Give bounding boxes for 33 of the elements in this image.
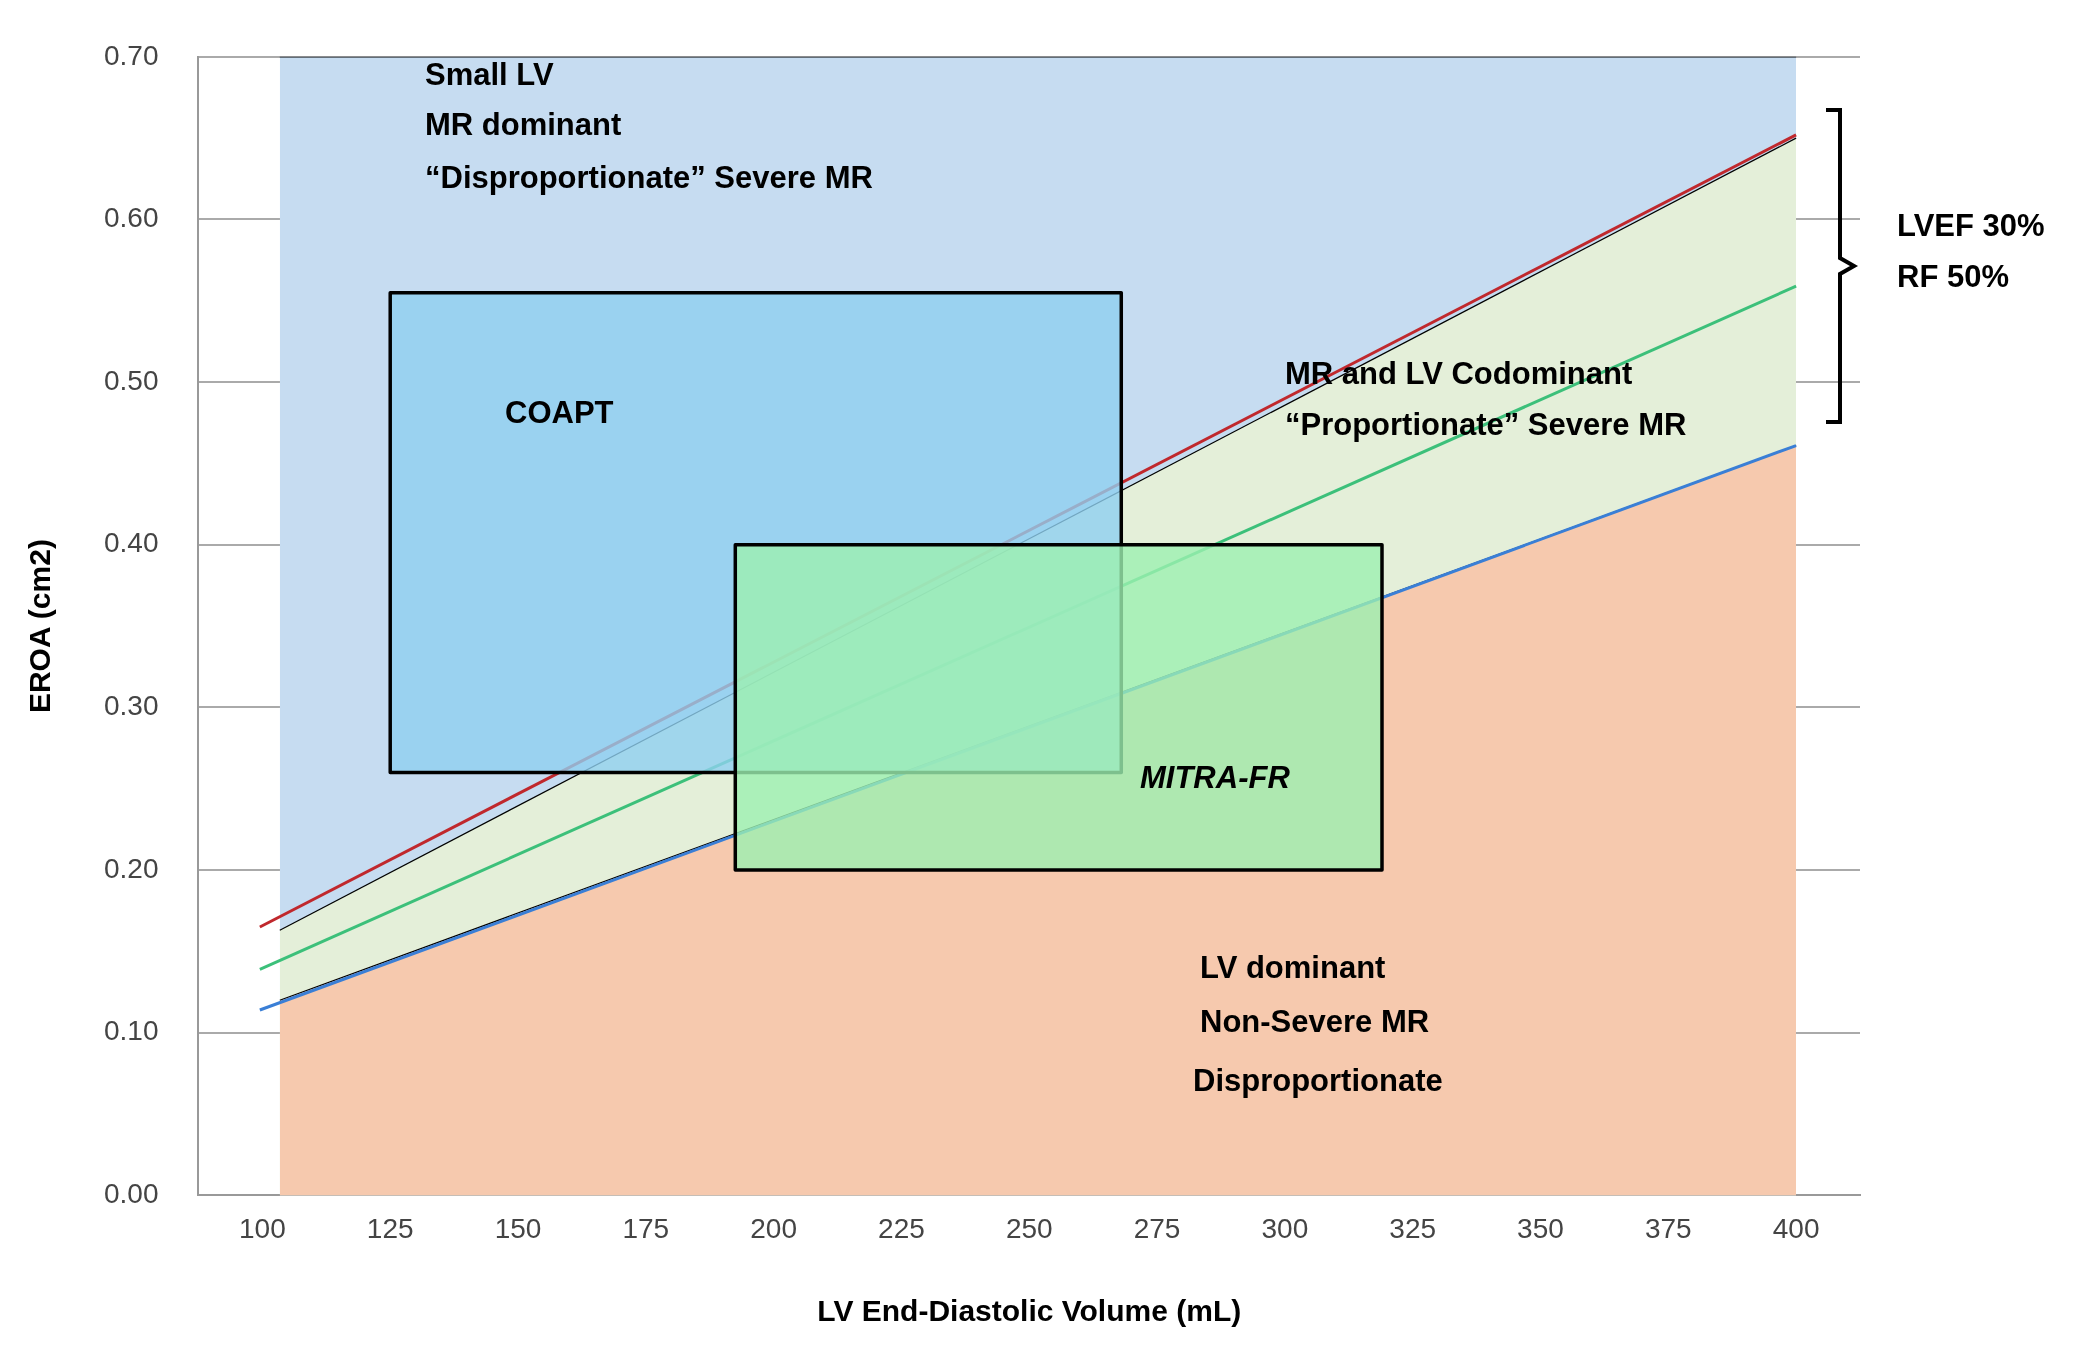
y-tick-label: 0.60 [104,202,159,234]
annotation: COAPT [505,394,614,430]
y-tick-label: 0.20 [104,852,159,884]
annotation: MR dominant [425,106,622,142]
y-tick-label: 0.30 [104,690,159,722]
y-tick-label: 0.70 [104,39,159,71]
annotation: Non-Severe MR [1200,1003,1430,1039]
x-tick-label: 225 [878,1212,925,1244]
x-tick-label: 175 [622,1212,670,1244]
annotation: MITRA-FR [1140,759,1291,795]
x-tick-label: 150 [494,1212,542,1244]
x-tick-label: 325 [1389,1212,1437,1244]
y-tick-label: 0.40 [104,527,159,559]
text: LVEF 30% [1897,207,2045,243]
x-tick-label: 200 [750,1212,797,1244]
x-tick-label: 300 [1261,1212,1309,1244]
annotation: LV dominant [1200,949,1386,985]
x-tick-label: 400 [1772,1212,1820,1244]
annotation: Small LV [425,56,554,92]
y-tick-label: 0.10 [104,1015,159,1047]
x-axis-title: LV End-Diastolic Volume (mL) [817,1294,1242,1328]
y-tick-label: 0.50 [104,364,159,396]
x-tick-label: 100 [239,1212,286,1244]
annotation: “Disproportionate” Severe MR [425,159,873,195]
x-tick-label: 250 [1005,1212,1053,1244]
x-tick-label: 125 [366,1212,414,1244]
annotation: Disproportionate [1193,1062,1443,1098]
y-tick-label: 0.00 [104,1178,159,1210]
x-tick-label: 275 [1133,1212,1181,1244]
x-tick-label: 350 [1517,1212,1564,1244]
text: RF 50% [1897,258,2009,294]
y-axis-title: EROA (cm2) [23,539,57,714]
x-tick-label: 375 [1644,1212,1692,1244]
